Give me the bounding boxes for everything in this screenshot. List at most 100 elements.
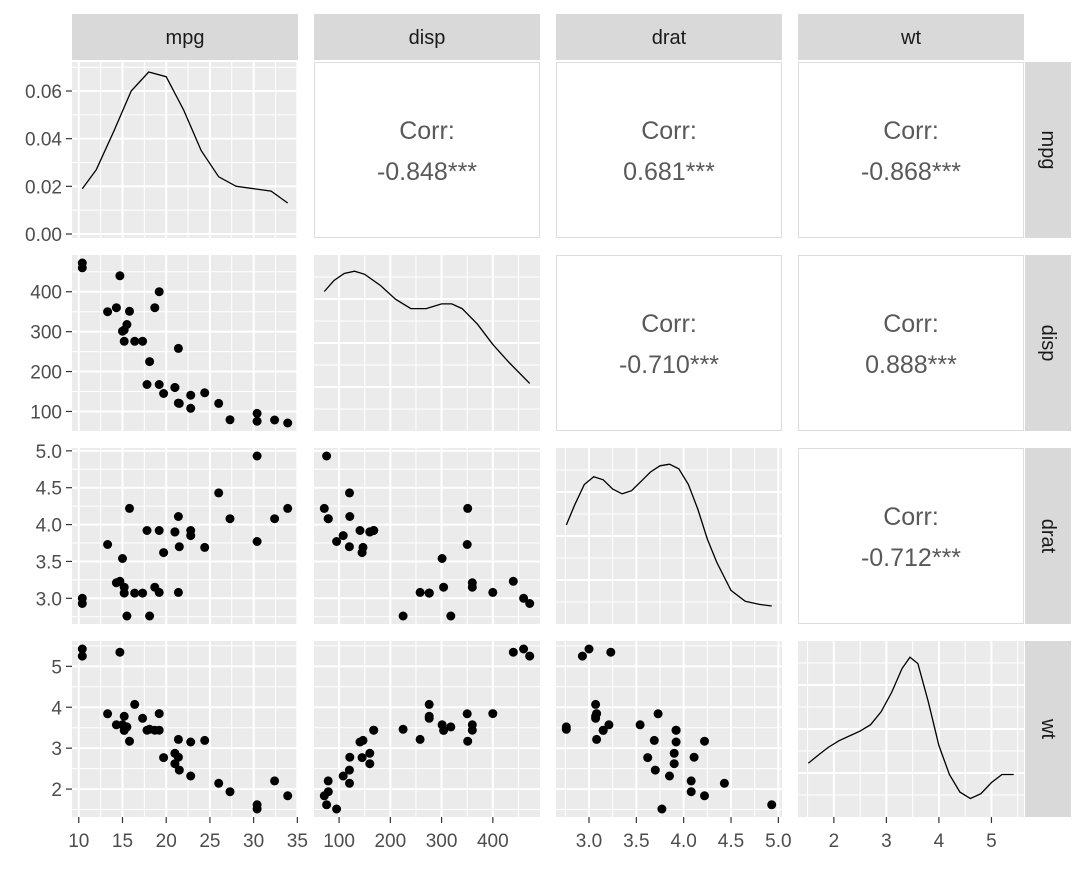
point-drat-wt	[767, 800, 777, 810]
point-mpg-disp	[119, 336, 129, 346]
point-mpg-wt	[200, 735, 210, 745]
point-mpg-disp	[142, 380, 152, 389]
panel-disp-disp	[314, 255, 540, 431]
point-mpg-disp	[125, 306, 134, 316]
point-drat-wt	[700, 736, 709, 746]
strip-label-top-drat: drat	[652, 27, 687, 49]
density-curve-mpg	[81, 71, 289, 204]
strip-label-top-disp: disp	[409, 27, 446, 49]
panel-drat-drat	[556, 448, 782, 624]
panel-drat-mpg	[72, 448, 299, 624]
point-mpg-drat	[186, 526, 196, 535]
point-disp-wt	[355, 737, 365, 747]
point-disp-wt	[322, 800, 332, 810]
point-mpg-wt	[186, 771, 196, 781]
point-mpg-disp	[77, 263, 87, 273]
x-axis-wt: 2 3 4 5	[829, 817, 997, 852]
point-mpg-drat	[122, 611, 132, 621]
point-drat-wt	[584, 644, 594, 654]
point-mpg-drat	[173, 587, 183, 597]
point-disp-drat	[319, 503, 329, 513]
strip-label-right-mpg: mpg	[1037, 131, 1059, 170]
corr-value: -0.710***	[619, 351, 719, 379]
point-disp-drat	[467, 578, 477, 588]
point-mpg-wt	[130, 699, 140, 709]
point-drat-wt	[604, 720, 614, 730]
point-mpg-wt	[77, 651, 87, 661]
point-drat-wt	[561, 722, 571, 732]
point-mpg-drat	[125, 503, 134, 513]
point-mpg-drat	[138, 588, 148, 598]
point-mpg-disp	[138, 336, 148, 346]
x-tick-label: 100	[323, 831, 355, 852]
point-drat-wt	[686, 776, 696, 786]
point-mpg-wt	[214, 778, 224, 788]
point-mpg-disp	[252, 416, 262, 426]
point-drat-wt	[669, 748, 679, 758]
point-disp-drat	[338, 531, 348, 541]
point-mpg-disp	[173, 398, 183, 408]
y-tick-label: 0.06	[25, 82, 62, 103]
point-mpg-wt	[119, 711, 129, 721]
point-mpg-disp	[159, 389, 169, 398]
point-disp-drat	[355, 526, 365, 535]
point-disp-wt	[344, 765, 354, 775]
panel-mpg-wt: Corr: -0.868***	[798, 62, 1024, 238]
point-mpg-drat	[214, 488, 224, 498]
strip-top-wt: wt	[798, 14, 1024, 60]
point-disp-drat	[345, 512, 355, 521]
x-tick-label: 25	[199, 831, 220, 852]
panel-wt-drat	[556, 641, 782, 817]
x-axis-mpg: 10 15 20 25 30 35	[68, 817, 308, 852]
point-disp-wt	[338, 771, 348, 781]
point-drat-wt	[657, 804, 667, 814]
point-disp-wt	[345, 778, 354, 788]
point-disp-wt	[357, 753, 367, 763]
point-mpg-disp	[115, 271, 125, 281]
y-tick-label: 4.0	[36, 516, 62, 537]
point-disp-wt	[519, 644, 529, 654]
point-disp-wt	[365, 748, 375, 758]
y-tick-label: 400	[30, 283, 62, 304]
x-tick-label: 400	[477, 831, 509, 852]
corr-label: Corr:	[883, 117, 939, 145]
point-disp-drat	[357, 548, 367, 558]
x-tick-label: 4.5	[718, 831, 744, 852]
point-mpg-wt	[103, 709, 113, 719]
point-drat-wt	[669, 759, 679, 769]
point-mpg-wt	[270, 776, 280, 786]
x-axis-drat: 3.0 3.5 4.0 4.5 5.0	[576, 817, 792, 852]
x-tick-label: 300	[426, 831, 458, 852]
point-mpg-wt	[252, 804, 262, 814]
corr-label: Corr:	[883, 310, 939, 338]
point-mpg-disp	[270, 415, 280, 425]
point-disp-wt	[398, 724, 408, 734]
y-tick-label: 0.04	[25, 130, 62, 151]
point-disp-drat	[398, 611, 408, 621]
y-axis-disp: 100 200 300 400	[30, 283, 72, 423]
corr-value: 0.681***	[623, 158, 715, 186]
y-tick-label: 3	[51, 739, 62, 760]
strip-right-mpg: mpg	[1025, 62, 1071, 238]
strip-top-mpg: mpg	[72, 14, 298, 60]
x-tick-label: 4.0	[670, 831, 696, 852]
y-tick-label: 4.5	[36, 479, 62, 500]
density-curve-wt	[807, 656, 1014, 800]
density-curve-disp	[323, 270, 531, 384]
point-drat-wt	[653, 709, 663, 719]
y-tick-label: 4	[51, 698, 62, 719]
point-mpg-disp	[118, 326, 127, 336]
point-disp-drat	[525, 599, 535, 608]
point-disp-wt	[415, 734, 425, 744]
point-mpg-disp	[173, 343, 183, 353]
point-mpg-wt	[225, 787, 235, 797]
corr-label: Corr:	[883, 503, 939, 531]
point-mpg-disp	[225, 415, 235, 425]
x-tick-label: 35	[287, 831, 308, 852]
point-drat-wt	[606, 647, 616, 657]
point-mpg-wt	[142, 725, 152, 735]
point-disp-drat	[519, 593, 529, 603]
corr-label: Corr:	[641, 310, 697, 338]
x-tick-label: 15	[112, 831, 133, 852]
point-disp-drat	[463, 503, 473, 513]
